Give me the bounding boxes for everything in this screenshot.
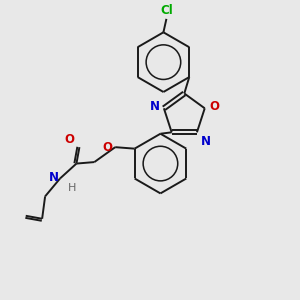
Text: N: N: [49, 171, 58, 184]
Text: O: O: [64, 133, 74, 146]
Text: O: O: [103, 141, 113, 154]
Text: Cl: Cl: [160, 4, 173, 17]
Text: N: N: [150, 100, 160, 113]
Text: N: N: [200, 135, 211, 148]
Text: H: H: [68, 183, 76, 193]
Text: O: O: [209, 100, 219, 113]
